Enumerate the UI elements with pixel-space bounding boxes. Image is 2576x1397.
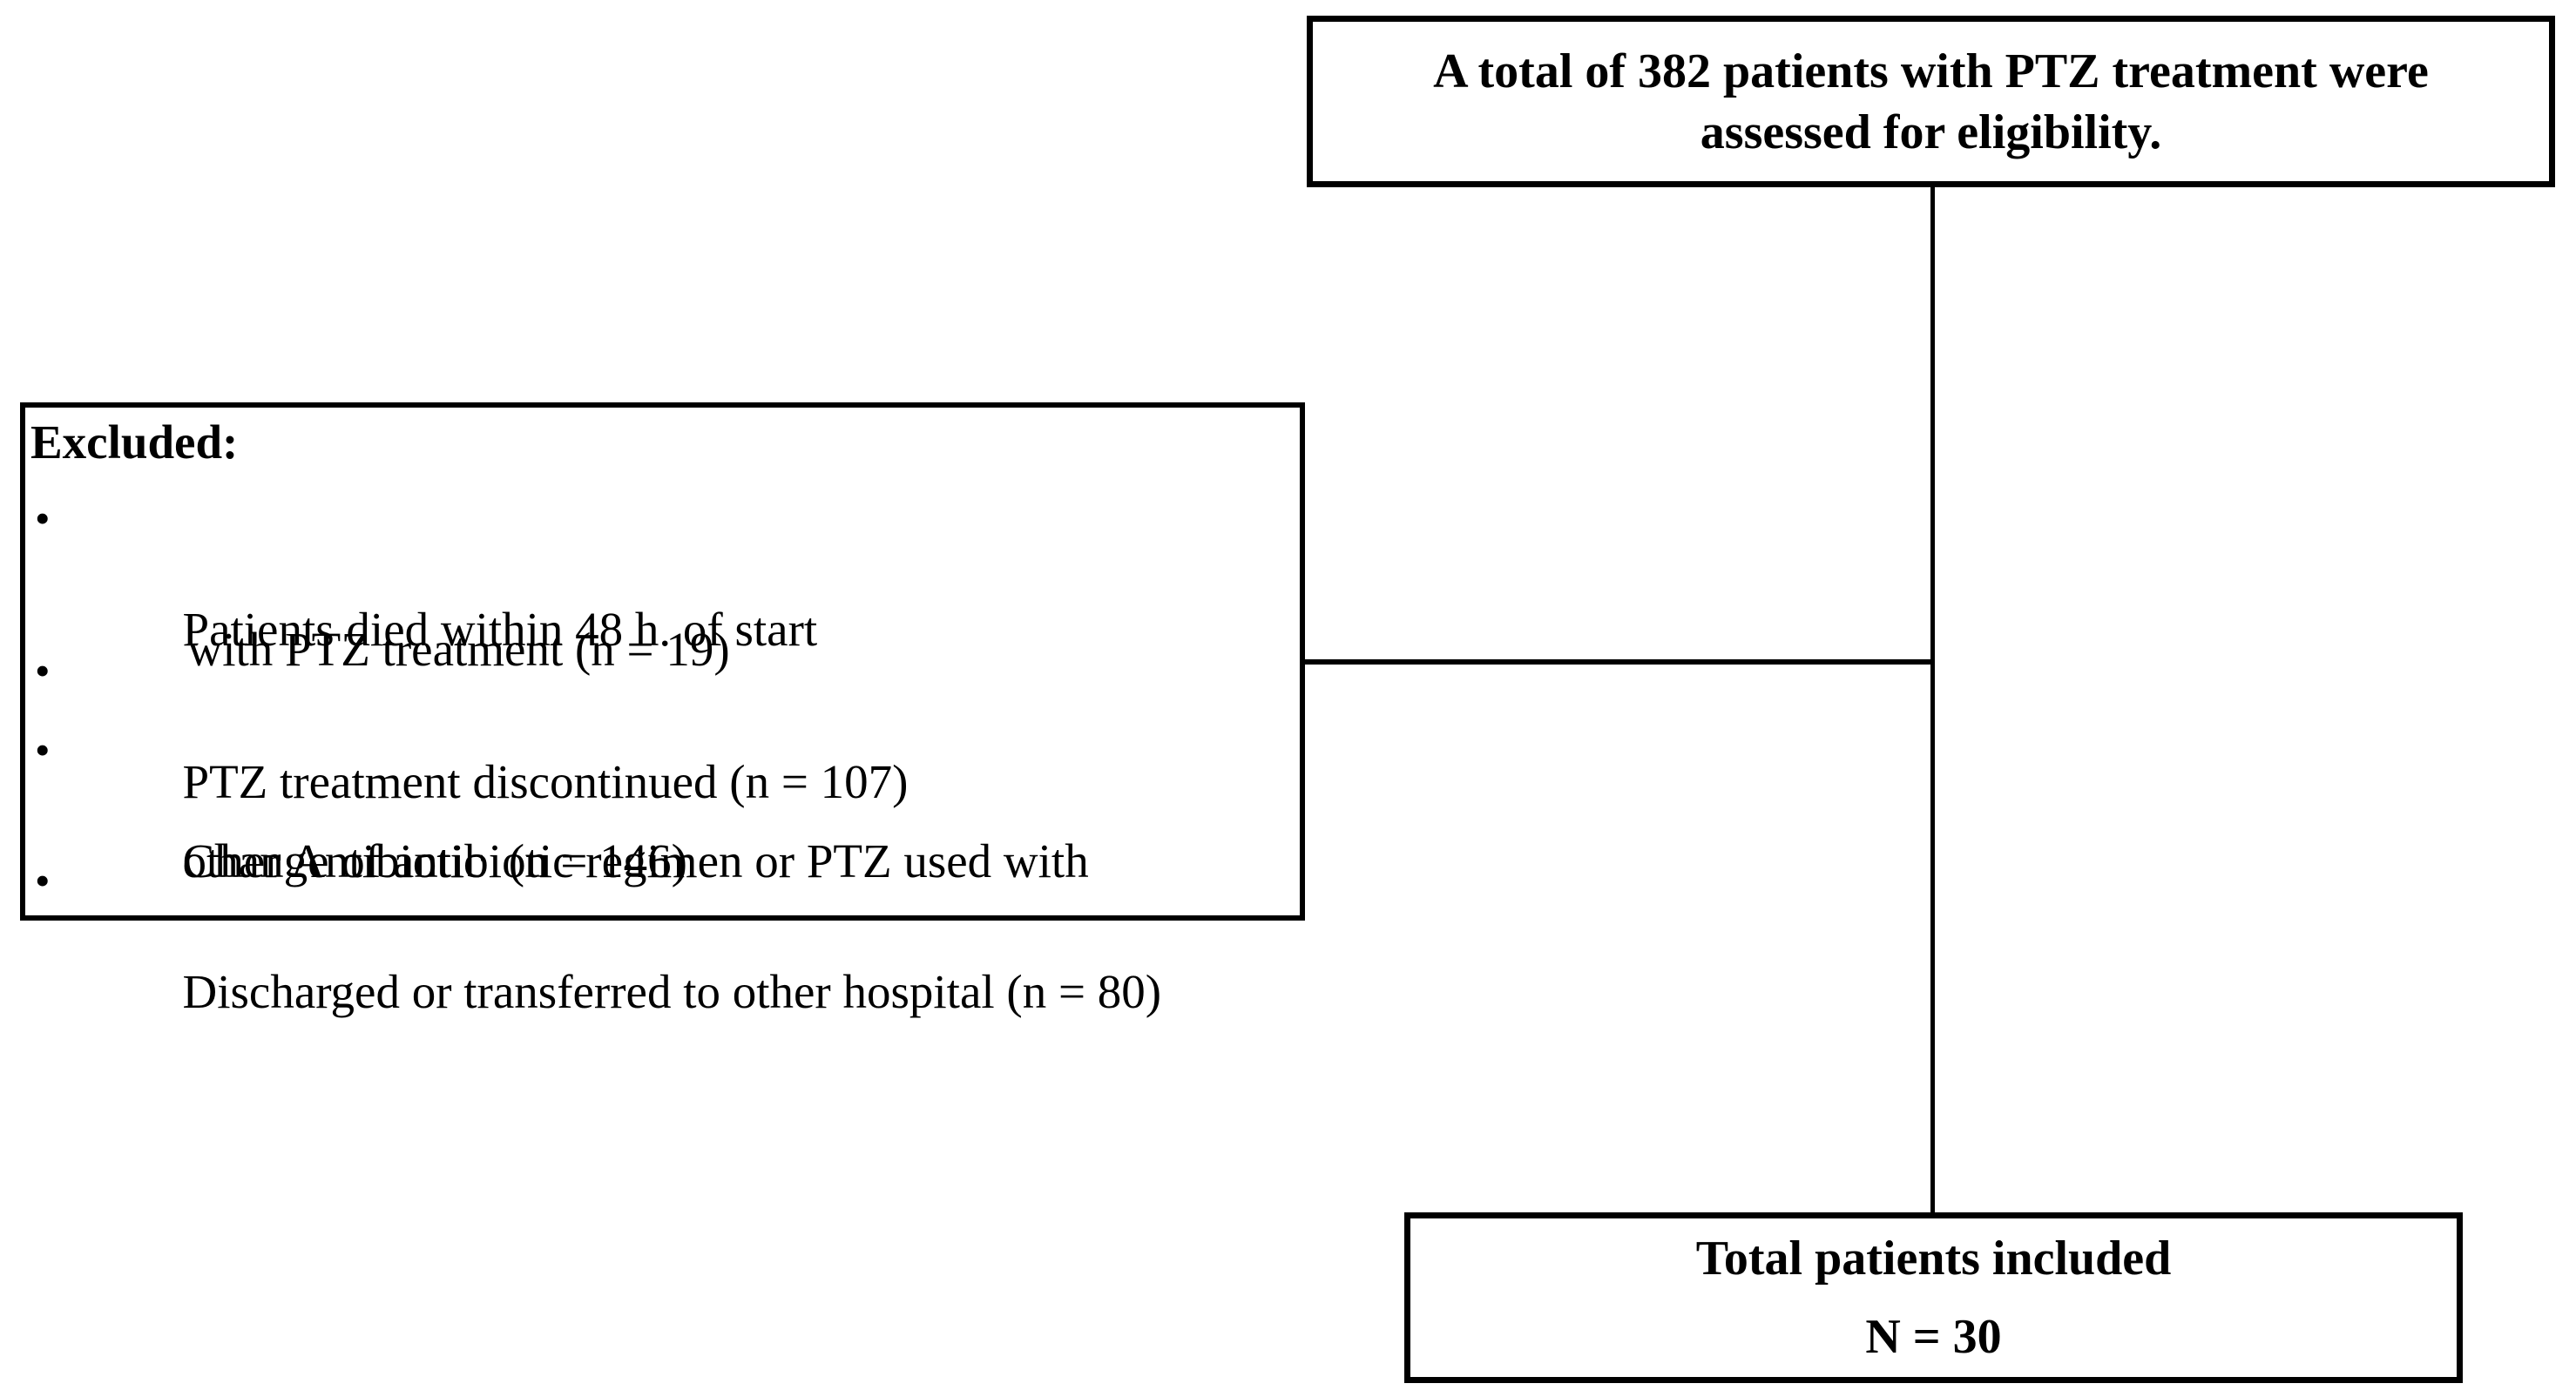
bullet-icon: • — [35, 494, 51, 543]
excluded-item-regimen-change-line1: Change of antibiotic regimen or PTZ used… — [182, 834, 1089, 887]
excluded-item-regimen-change-continuation: other Antibiotic (n = 146) — [25, 778, 1300, 887]
bullet-icon: • — [35, 725, 51, 774]
bullet-icon: • — [35, 856, 51, 905]
excluded-box: Excluded: • Patients died within 48 h. o… — [20, 402, 1305, 1018]
eligibility-text-line1: A total of 382 patients with PTZ treatme… — [1433, 44, 2429, 98]
eligibility-box: A total of 382 patients with PTZ treatme… — [1307, 16, 2555, 187]
included-text-line1: Total patients included — [1695, 1232, 2172, 1286]
excluded-item-died-continuation: with PTZ treatment (n = 19) — [25, 566, 1300, 676]
excluded-title: Excluded: — [30, 415, 239, 469]
excluded-item-died-line2: with PTZ treatment (n = 19) — [187, 623, 730, 676]
excluded-item-died: • Patients died within 48 h. of start — [25, 490, 1300, 656]
included-count: N = 30 — [1865, 1310, 2002, 1364]
excluded-item-died-line1: Patients died within 48 h. of start — [182, 603, 818, 656]
eligibility-text-line2: assessed for eligibility. — [1700, 105, 2162, 159]
included-box: Total patients included N = 30 — [1404, 1212, 2463, 1383]
excluded-item-discontinued-line1: PTZ treatment discontinued (n = 107) — [182, 755, 909, 808]
bullet-icon: • — [35, 646, 51, 695]
connector-vertical-line — [1930, 187, 1935, 1212]
connector-horizontal-line — [1305, 659, 1932, 665]
excluded-item-regimen-change-line2: other Antibiotic (n = 146) — [182, 834, 687, 887]
excluded-item-regimen-change: • Change of antibiotic regimen or PTZ us… — [25, 722, 1300, 887]
excluded-item-discharged-line1: Discharged or transferred to other hospi… — [182, 965, 1162, 1018]
excluded-item-discharged: • Discharged or transferred to other hos… — [25, 853, 1300, 1018]
excluded-item-discontinued: • PTZ treatment discontinued (n = 107) — [25, 643, 1300, 808]
